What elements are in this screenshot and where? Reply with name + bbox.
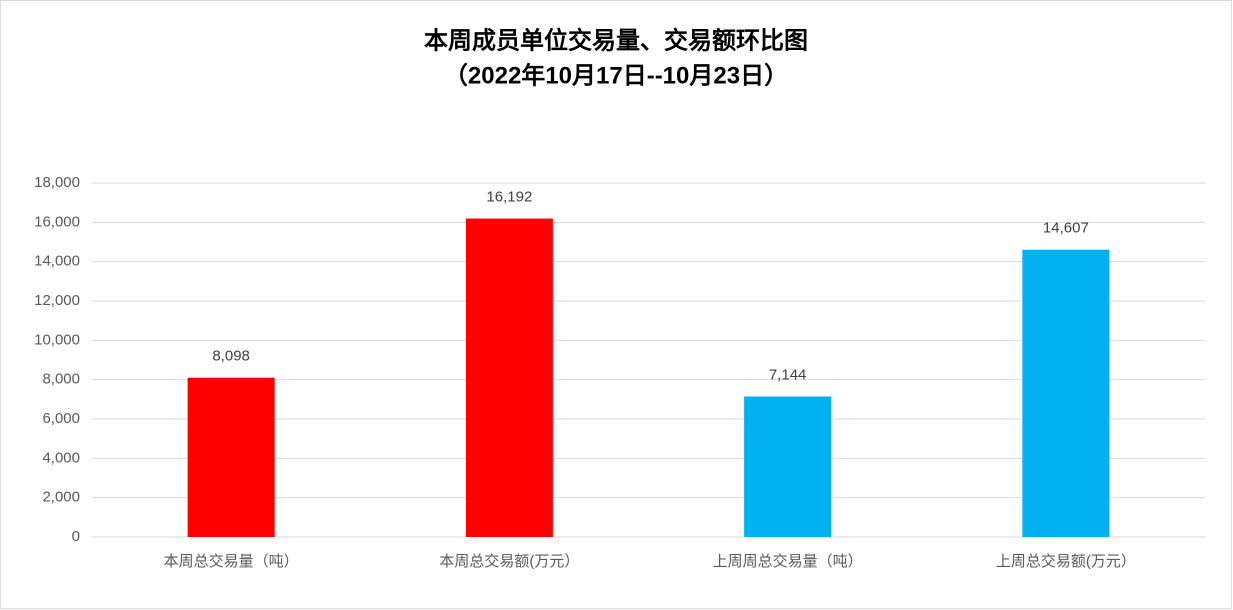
bar — [465, 218, 553, 538]
x-tick-label: 上周周总交易量（吨） — [713, 552, 863, 570]
chart-title: 本周成员单位交易量、交易额环比图 — [424, 26, 808, 54]
y-tick-label: 8,000 — [42, 371, 80, 388]
y-tick-label: 14,000 — [34, 253, 80, 270]
x-tick-label: 上周总交易额(万元） — [996, 552, 1136, 570]
y-tick-label: 12,000 — [34, 292, 80, 309]
bar — [1022, 249, 1110, 537]
y-tick-label: 18,000 — [34, 174, 80, 191]
y-tick-label: 2,000 — [42, 489, 80, 506]
y-tick-label: 16,000 — [34, 213, 80, 230]
value-label: 7,144 — [769, 366, 807, 383]
value-label: 8,098 — [212, 348, 250, 365]
y-tick-label: 0 — [72, 528, 80, 545]
value-label: 14,607 — [1043, 220, 1089, 237]
chart-subtitle: （2022年10月17日--10月23日） — [444, 61, 788, 89]
y-tick-label: 4,000 — [42, 449, 80, 466]
y-tick-label: 6,000 — [42, 410, 80, 427]
bar — [187, 377, 275, 537]
value-label: 16,192 — [486, 189, 532, 206]
y-tick-label: 10,000 — [34, 331, 80, 348]
bar — [744, 396, 832, 537]
x-tick-label: 本周总交易量（吨） — [164, 552, 299, 570]
x-tick-label: 本周总交易额(万元） — [439, 552, 579, 570]
